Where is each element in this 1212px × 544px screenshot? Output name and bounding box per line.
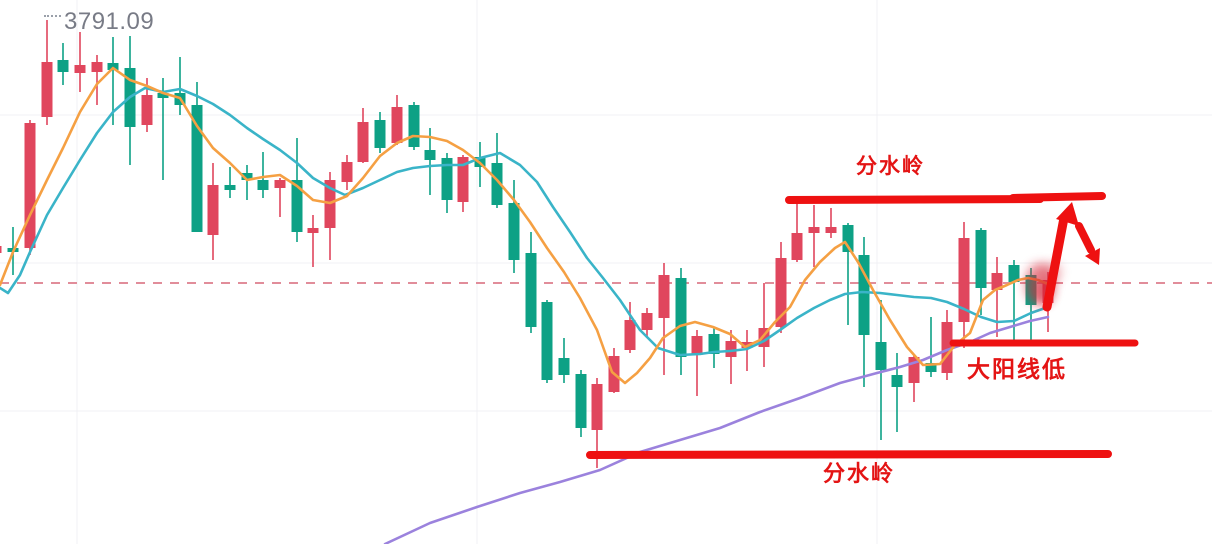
candle bbox=[257, 152, 269, 198]
candle bbox=[842, 223, 854, 325]
candle bbox=[157, 78, 169, 180]
candle bbox=[24, 120, 36, 255]
candle bbox=[525, 232, 537, 333]
candle bbox=[224, 167, 236, 198]
candle bbox=[808, 205, 820, 267]
candle bbox=[791, 200, 803, 262]
candle bbox=[274, 178, 286, 217]
candle bbox=[441, 153, 453, 213]
ma-slow-purple bbox=[383, 315, 1050, 544]
ma-fast-orange bbox=[0, 66, 1050, 385]
candle bbox=[891, 353, 903, 432]
candle bbox=[291, 138, 303, 242]
candle bbox=[875, 300, 887, 440]
candle bbox=[758, 283, 770, 367]
candle bbox=[57, 43, 69, 85]
down-arrow bbox=[1075, 222, 1100, 265]
candle bbox=[408, 102, 420, 150]
ma-mid-cyan bbox=[0, 86, 1050, 357]
candle bbox=[491, 133, 503, 208]
candle bbox=[357, 108, 369, 163]
candle bbox=[708, 327, 720, 368]
candle bbox=[424, 128, 436, 195]
candle bbox=[575, 370, 587, 437]
candle bbox=[341, 155, 353, 190]
candle bbox=[241, 165, 253, 200]
candle bbox=[941, 310, 953, 380]
price-leader-dots-icon bbox=[44, 15, 61, 17]
candle bbox=[658, 263, 670, 375]
annotation-label-big-yang-low: 大阳线低 bbox=[967, 357, 1067, 382]
candle bbox=[374, 112, 386, 153]
annotation-label-bottom-watershed: 分水岭 bbox=[823, 461, 896, 486]
candle bbox=[925, 317, 937, 377]
candle bbox=[307, 215, 319, 267]
candle bbox=[191, 82, 203, 232]
candle bbox=[675, 268, 687, 375]
candle bbox=[991, 257, 1003, 337]
candle bbox=[825, 208, 837, 238]
candle bbox=[0, 246, 2, 253]
candle bbox=[624, 302, 636, 353]
bottom_support-line bbox=[586, 450, 1112, 459]
candle bbox=[207, 163, 219, 260]
top_resistance-line bbox=[785, 195, 1044, 204]
price-label-value: 3791.09 bbox=[64, 8, 155, 35]
candle bbox=[691, 330, 703, 396]
candle bbox=[91, 55, 103, 105]
top_resistance-line bbox=[1009, 192, 1106, 202]
up-arrow bbox=[1042, 202, 1079, 312]
candle bbox=[558, 338, 570, 383]
candle bbox=[41, 20, 53, 125]
candle bbox=[958, 222, 970, 348]
candle bbox=[975, 228, 987, 315]
candle bbox=[541, 300, 553, 383]
price-label: 3791.09 bbox=[44, 8, 154, 36]
candle bbox=[725, 330, 737, 384]
annotation-label-top-watershed: 分水岭 bbox=[856, 154, 925, 178]
candle bbox=[858, 237, 870, 387]
candle bbox=[508, 180, 520, 273]
candle bbox=[641, 308, 653, 338]
candle bbox=[391, 95, 403, 145]
candle bbox=[74, 32, 86, 92]
